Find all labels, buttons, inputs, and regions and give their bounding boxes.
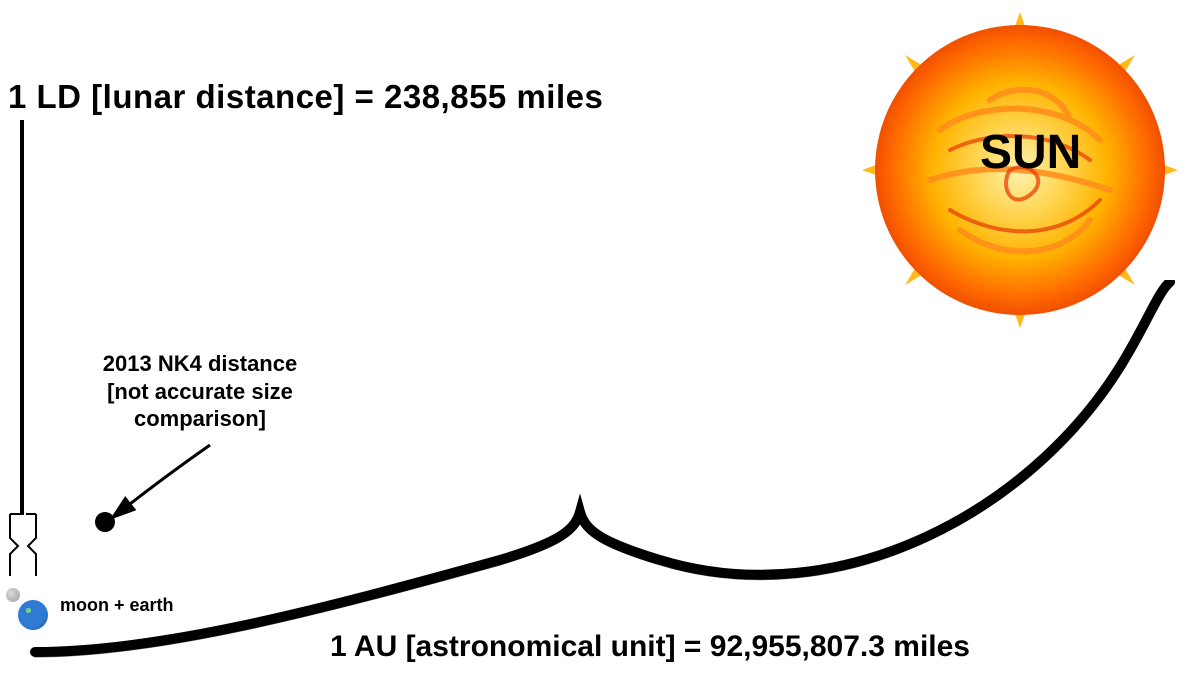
moon-icon (6, 588, 20, 602)
au-brace-icon (20, 280, 1190, 660)
sun-label: SUN (980, 125, 1081, 180)
ld-title: 1 LD [lunar distance] = 238,855 miles (8, 78, 603, 116)
au-label: 1 AU [astronomical unit] = 92,955,807.3 … (330, 630, 970, 664)
diagram-stage: 1 LD [lunar distance] = 238,855 miles 20… (0, 0, 1200, 675)
